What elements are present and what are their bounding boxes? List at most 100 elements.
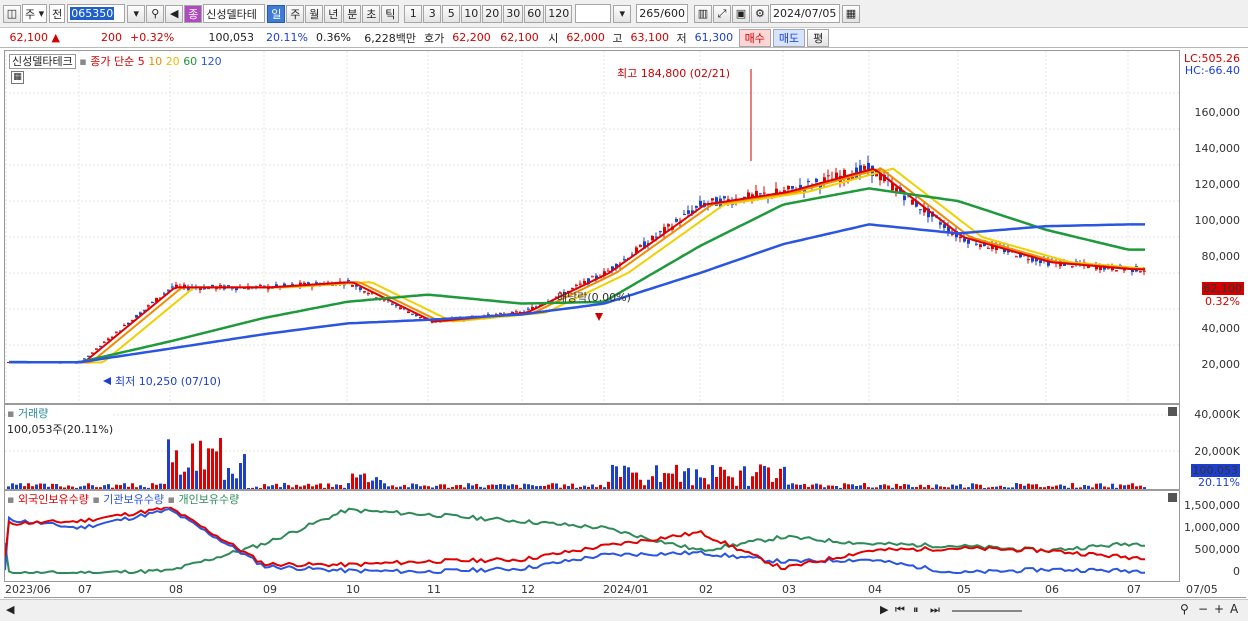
ma10-line	[9, 167, 1145, 364]
own-y-tick: 1,000,000	[1184, 521, 1240, 534]
range-count-field[interactable]: 265/600	[636, 4, 688, 23]
search-icon[interactable]: ⚲	[146, 4, 165, 23]
candle-body	[115, 331, 118, 333]
layout-icon[interactable]: ◫	[3, 4, 21, 23]
volume-bar	[271, 485, 274, 489]
interval-1-button[interactable]: 1	[404, 4, 423, 23]
volume-chart-canvas[interactable]	[5, 405, 1180, 490]
volume-bar	[1043, 487, 1046, 489]
ownership-chart-canvas[interactable]	[5, 491, 1180, 582]
period-minute-button[interactable]: 분	[343, 4, 362, 23]
volume-bar	[283, 483, 286, 489]
candle-body	[275, 284, 278, 287]
volume-bar	[147, 487, 150, 489]
sell-button[interactable]: 매도	[772, 28, 806, 47]
candle-body	[623, 259, 626, 261]
price-chart-canvas[interactable]	[5, 51, 1180, 404]
candle-body	[107, 338, 110, 341]
buy-button[interactable]: 매수	[738, 28, 771, 47]
period-month-button[interactable]: 월	[305, 4, 324, 23]
ownership-panel[interactable]: ▪ 외국인보유수량 ▪ 기관보유수량 ▪ 개인보유수량	[4, 490, 1180, 582]
volume-bar	[803, 483, 806, 489]
interval-3-button[interactable]: 3	[423, 4, 442, 23]
period-second-button[interactable]: 초	[362, 4, 381, 23]
first-page-icon[interactable]: ⏮	[895, 603, 905, 616]
interval-60-button[interactable]: 60	[524, 4, 545, 23]
volume-bar	[163, 483, 166, 489]
volume-bar	[1127, 484, 1130, 489]
gear-icon[interactable]: ⚙	[750, 4, 769, 23]
candle-body	[391, 303, 394, 305]
candle-body	[979, 244, 982, 247]
volume-bar	[611, 464, 614, 489]
volume-bar	[795, 484, 798, 489]
zoom-icon[interactable]: ⚲	[1180, 602, 1189, 616]
turnover-ratio: 0.36%	[316, 31, 351, 44]
volume-bar	[1063, 485, 1066, 489]
interval-30-button[interactable]: 30	[503, 4, 524, 23]
interval-5-button[interactable]: 5	[442, 4, 461, 23]
chart-scrollbar[interactable]: ◀ ▶ ⏮ ⏸ ⏭ ⚲ − + A	[0, 599, 1248, 621]
zoom-slider[interactable]	[952, 610, 1022, 612]
volume-bar	[395, 487, 398, 489]
candle-body	[151, 302, 154, 304]
price-change-pct: +0.32%	[130, 31, 175, 44]
period-year-button[interactable]: 년	[324, 4, 343, 23]
volume-bar	[987, 487, 990, 489]
volume-bar	[763, 465, 766, 489]
market-select[interactable]: 주 ▾	[22, 4, 48, 23]
interval-120-button[interactable]: 120	[545, 4, 573, 23]
stock-badge: 종	[184, 4, 203, 23]
save-icon[interactable]: ▣	[731, 4, 750, 23]
volume-bar	[403, 485, 406, 489]
font-size-icon[interactable]: A	[1230, 602, 1239, 616]
close-icon[interactable]	[1168, 493, 1177, 502]
code-dropdown-icon[interactable]: ▾	[127, 4, 146, 23]
interval-20-button[interactable]: 20	[482, 4, 503, 23]
x-tick: 07	[78, 583, 92, 596]
period-day-button[interactable]: 일	[267, 4, 286, 23]
grid-toggle-icon[interactable]: ▦	[11, 71, 24, 84]
price-chart-panel[interactable]: 신성델타테크 ▪ 종가 단순 5 10 20 60 120 ▦ 최고 184,8…	[4, 50, 1180, 404]
candle-type-icon[interactable]: ▥	[693, 4, 712, 23]
volume-panel[interactable]: ▪ 거래량 100,053주(20.11%)	[4, 404, 1180, 490]
chart-toolbar: ◫ 주 ▾ 전 065350 ▾ ⚲ ◀ 종 신성델타테 일 주 월 년 분 초…	[0, 0, 1248, 28]
volume-bar	[131, 483, 134, 489]
scroll-left-icon[interactable]: ◀	[6, 603, 15, 616]
drawing-tool-icon[interactable]: ⤢	[712, 4, 731, 23]
candle-body	[639, 245, 642, 247]
zoom-in-icon[interactable]: +	[1214, 602, 1225, 616]
volume-bar	[975, 484, 978, 489]
volume-bar	[643, 485, 646, 489]
candle-body	[763, 192, 766, 194]
volume-bar	[143, 487, 146, 489]
last-page-icon[interactable]: ⏭	[930, 603, 940, 616]
interval-10-button[interactable]: 10	[461, 4, 482, 23]
candle-body	[843, 169, 846, 180]
interval-custom-input[interactable]	[575, 4, 612, 23]
range-current: 265	[639, 7, 661, 20]
volume-bar	[859, 485, 862, 489]
volume-bar	[155, 484, 158, 489]
candle-body	[531, 306, 534, 311]
volume-bar	[531, 485, 534, 489]
eval-button[interactable]: 평	[807, 28, 830, 47]
candle-body	[155, 297, 158, 302]
stock-code-input[interactable]: 065350	[67, 4, 126, 23]
period-week-button[interactable]: 주	[286, 4, 305, 23]
volume-bar	[519, 487, 522, 489]
volume-bar	[951, 484, 954, 489]
zoom-out-icon[interactable]: −	[1198, 602, 1209, 616]
date-input[interactable]: 2024/07/05	[769, 4, 840, 23]
volume-bar	[87, 483, 90, 489]
volume-bar	[543, 485, 546, 489]
pause-icon[interactable]: ⏸	[913, 603, 919, 616]
speaker-icon[interactable]: ◀	[165, 4, 184, 23]
type-select[interactable]: 전	[49, 4, 66, 23]
candle-body	[515, 311, 518, 313]
calendar-icon[interactable]: ▦	[841, 4, 860, 23]
scroll-right-icon[interactable]: ▶	[880, 603, 889, 616]
period-tick-button[interactable]: 틱	[381, 4, 400, 23]
close-icon[interactable]	[1168, 407, 1177, 416]
interval-dropdown-icon[interactable]: ▾	[613, 4, 632, 23]
